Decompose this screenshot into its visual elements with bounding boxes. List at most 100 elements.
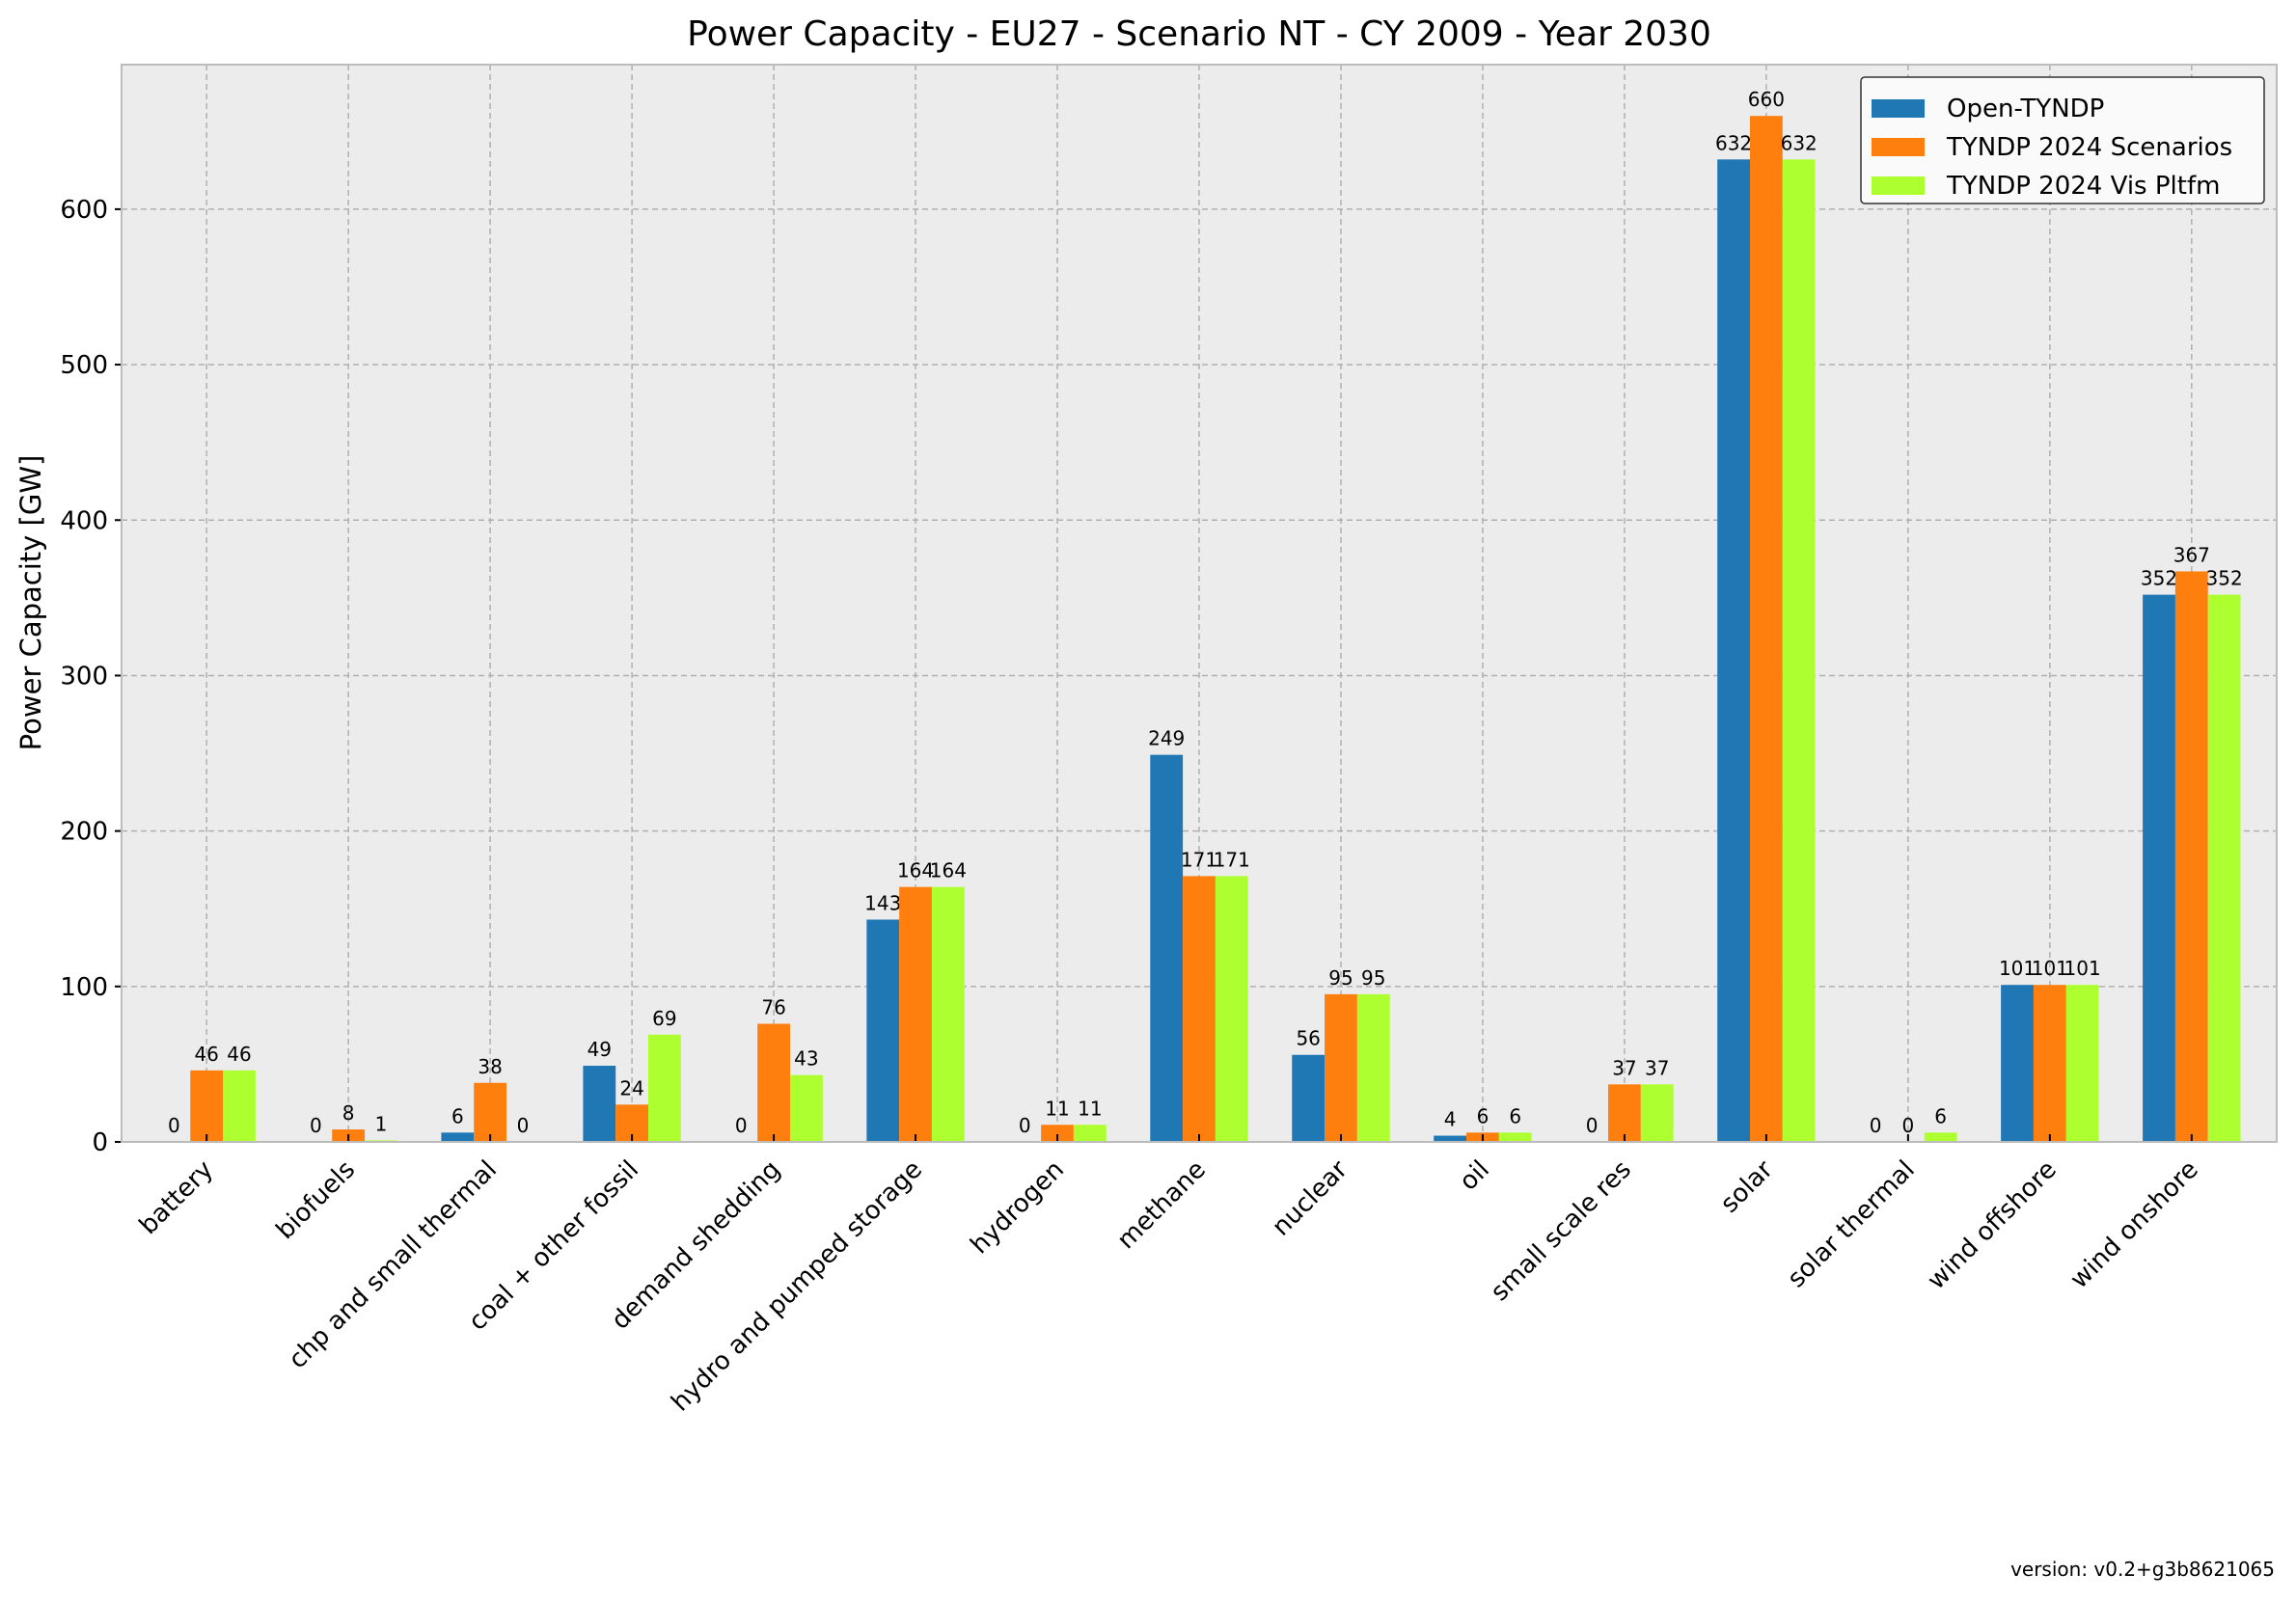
y-tick-label: 600	[60, 196, 108, 225]
bar-value-label: 8	[342, 1101, 355, 1125]
bar-value-label: 37	[1612, 1056, 1636, 1079]
bar-value-label: 164	[897, 859, 934, 882]
bar-value-label: 49	[588, 1038, 612, 1061]
bar-tyndp-2024-vis-pltfm	[1924, 1132, 1957, 1142]
bar-tyndp-2024-scenarios	[2033, 985, 2066, 1142]
bar-tyndp-2024-scenarios	[757, 1023, 790, 1142]
legend-label: Open-TYNDP	[1947, 95, 2104, 123]
bar-tyndp-2024-scenarios	[1749, 116, 1783, 1143]
bar-value-label: 0	[735, 1114, 748, 1137]
bar-value-label: 101	[2032, 957, 2068, 980]
bar-value-label: 0	[168, 1114, 180, 1137]
bar-open-tyndp	[583, 1066, 616, 1142]
bar-value-label: 24	[619, 1076, 643, 1099]
x-tick-label: hydro and pumped storage	[666, 1155, 928, 1418]
bar-value-label: 632	[1715, 131, 1752, 154]
bar-value-label: 69	[652, 1007, 676, 1030]
legend-box	[1860, 76, 2265, 204]
bar-value-label: 56	[1296, 1027, 1320, 1050]
y-tick-label: 100	[60, 973, 108, 1002]
bar-value-label: 43	[794, 1047, 818, 1071]
bar-value-label: 249	[1148, 727, 1185, 750]
bar-value-label: 352	[2141, 567, 2177, 590]
bar-value-label: 95	[1361, 966, 1385, 990]
legend-swatch	[1872, 176, 1925, 195]
bar-tyndp-2024-vis-pltfm	[931, 886, 965, 1142]
bar-value-label: 6	[1477, 1104, 1490, 1127]
bar-open-tyndp	[1717, 159, 1750, 1143]
bar-value-label: 164	[930, 859, 967, 882]
bar-tyndp-2024-scenarios	[1608, 1084, 1641, 1142]
bar-value-label: 101	[2064, 957, 2101, 980]
y-tick-label: 200	[60, 818, 108, 847]
bar-value-label: 367	[2173, 543, 2210, 566]
x-tick-label: wind onshore	[2064, 1155, 2203, 1294]
bar-value-label: 11	[1045, 1097, 1069, 1120]
legend-label: TYNDP 2024 Vis Pltfm	[1946, 172, 2220, 201]
bar-value-label: 6	[1934, 1104, 1947, 1127]
bar-tyndp-2024-scenarios	[190, 1070, 224, 1142]
bar-value-label: 37	[1645, 1056, 1669, 1079]
bar-tyndp-2024-vis-pltfm	[2065, 985, 2099, 1142]
bar-value-label: 171	[1181, 848, 1217, 871]
bar-tyndp-2024-scenarios	[1183, 876, 1216, 1142]
bar-value-label: 101	[1999, 957, 2036, 980]
bar-value-label: 632	[1781, 131, 1818, 154]
bar-tyndp-2024-vis-pltfm	[1073, 1125, 1107, 1142]
bar-value-label: 143	[864, 892, 901, 915]
bar-tyndp-2024-vis-pltfm	[1782, 159, 1816, 1143]
bar-tyndp-2024-scenarios	[1325, 993, 1357, 1142]
y-tick-label: 500	[60, 351, 108, 380]
x-tick-label: methane	[1111, 1155, 1212, 1256]
plot-frame	[121, 64, 2278, 1143]
bar-value-label: 6	[451, 1104, 464, 1127]
x-tick-label: biofuels	[271, 1155, 361, 1245]
chart-title: Power Capacity - EU27 - Scenario NT - CY…	[687, 14, 1711, 54]
legend-swatch	[1872, 99, 1925, 118]
bar-value-label: 1	[375, 1112, 388, 1135]
bar-value-label: 171	[1214, 848, 1250, 871]
bar-value-label: 38	[478, 1055, 502, 1078]
bar-value-label: 0	[1902, 1114, 1915, 1137]
bar-value-label: 0	[1586, 1114, 1599, 1137]
y-axis-label: Power Capacity [GW]	[14, 455, 47, 751]
bar-value-label: 0	[1019, 1114, 1031, 1137]
bar-tyndp-2024-vis-pltfm	[789, 1074, 823, 1142]
bar-value-label: 6	[1509, 1104, 1521, 1127]
bar-value-label: 352	[2206, 567, 2243, 590]
bar-open-tyndp	[2001, 985, 2034, 1142]
bar-tyndp-2024-vis-pltfm	[1640, 1084, 1674, 1142]
legend-swatch	[1872, 138, 1925, 156]
bar-tyndp-2024-vis-pltfm	[223, 1070, 256, 1142]
bar-value-label: 0	[1870, 1114, 1882, 1137]
bar-tyndp-2024-vis-pltfm	[1356, 993, 1390, 1142]
x-tick-label: wind offshore	[1922, 1155, 2062, 1295]
x-tick-label: solar thermal	[1782, 1155, 1921, 1294]
bar-tyndp-2024-vis-pltfm	[2207, 594, 2241, 1142]
bar-value-label: 0	[517, 1114, 530, 1137]
bar-open-tyndp	[1434, 1135, 1467, 1142]
bar-open-tyndp	[441, 1132, 475, 1142]
bar-value-label: 46	[194, 1043, 218, 1066]
x-tick-label: hydrogen	[966, 1155, 1070, 1260]
bar-open-tyndp	[1292, 1054, 1326, 1142]
y-tick-label: 400	[60, 506, 108, 535]
bar-tyndp-2024-scenarios	[899, 886, 932, 1142]
legend-label: TYNDP 2024 Scenarios	[1946, 133, 2232, 162]
bar-tyndp-2024-vis-pltfm	[648, 1034, 681, 1142]
x-tick-label: small scale res	[1486, 1155, 1637, 1307]
bar-tyndp-2024-vis-pltfm	[1498, 1132, 1532, 1142]
bar-value-label: 0	[310, 1114, 322, 1137]
bar-open-tyndp	[2143, 594, 2175, 1142]
x-tick-label: solar	[1715, 1155, 1779, 1219]
x-tick-label: battery	[134, 1155, 219, 1240]
bar-open-tyndp	[866, 919, 900, 1142]
bar-tyndp-2024-vis-pltfm	[1215, 876, 1248, 1142]
bar-tyndp-2024-scenarios	[474, 1082, 507, 1142]
y-tick-label: 0	[92, 1128, 108, 1157]
bar-value-label: 11	[1078, 1097, 1102, 1120]
bar-value-label: 46	[227, 1043, 251, 1066]
version-label: version: v0.2+g3b8621065	[2010, 1558, 2275, 1581]
bar-value-label: 660	[1748, 88, 1785, 111]
